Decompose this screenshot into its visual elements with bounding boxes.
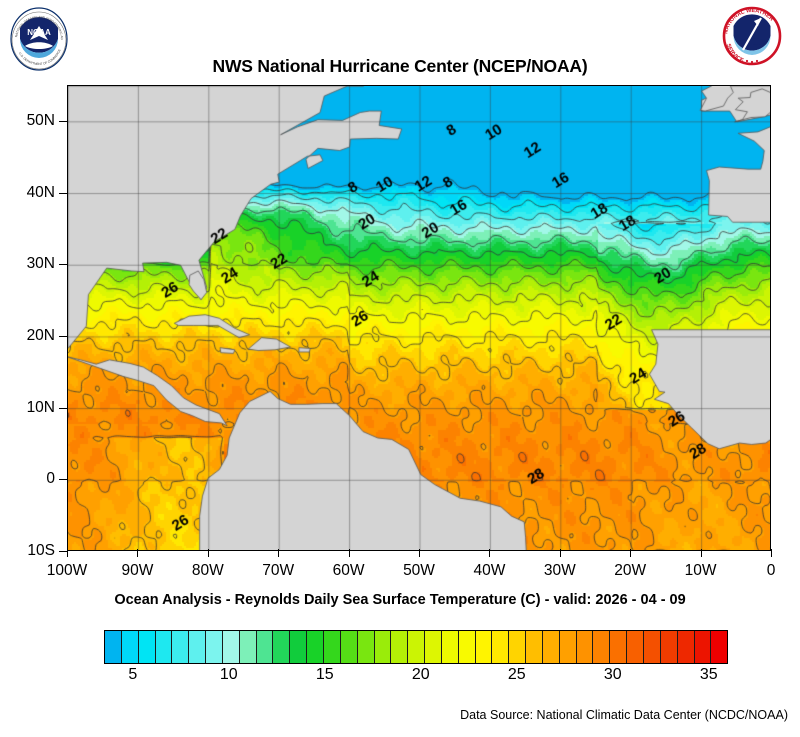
y-axis-tick <box>59 551 67 552</box>
colorbar-cell <box>576 631 594 663</box>
colorbar-cell <box>172 631 190 663</box>
x-axis-label: 70W <box>262 562 295 579</box>
colorbar-cell <box>138 631 156 663</box>
svg-text:NOAA: NOAA <box>27 28 51 37</box>
colorbar-cell <box>559 631 577 663</box>
colorbar-cell <box>542 631 560 663</box>
x-axis-tick <box>559 549 561 557</box>
colorbar-cell <box>694 631 712 663</box>
colorbar-cell <box>374 631 392 663</box>
colorbar-cell <box>290 631 308 663</box>
x-axis-tick <box>419 549 420 557</box>
colorbar-tick-label: 35 <box>699 666 718 683</box>
y-axis-tick <box>59 335 67 337</box>
colorbar-tick-label: 15 <box>315 666 334 683</box>
colorbar-tick-label: 25 <box>507 666 526 683</box>
x-axis-tick <box>630 549 632 557</box>
colorbar-tick-label: 20 <box>411 666 430 683</box>
colorbar-cell <box>340 631 358 663</box>
y-axis-label: 20N <box>26 326 55 344</box>
colorbar-cell <box>408 631 426 663</box>
x-axis-tick <box>348 549 350 557</box>
x-axis-label: 30W <box>543 562 576 579</box>
y-axis-tick <box>59 120 67 122</box>
x-axis-label: 90W <box>121 562 154 579</box>
colorbar-cell <box>711 631 728 663</box>
page-title: NWS National Hurricane Center (NCEP/NOAA… <box>212 56 588 76</box>
colorbar-cell <box>610 631 628 663</box>
sst-heatmap-canvas <box>68 86 770 550</box>
y-axis-label: 0 <box>46 470 55 488</box>
x-axis: 100W 90W 80W 70W 60W 50W 40W 30W 20W 10W 0 <box>0 549 800 580</box>
colorbar-cell <box>627 631 644 663</box>
colorbar-cell <box>391 631 409 663</box>
colorbar-tick-label: 30 <box>603 666 622 683</box>
colorbar-tick-label: 5 <box>128 666 138 683</box>
y-axis-label: 10N <box>26 398 55 416</box>
x-axis-tick <box>137 549 139 557</box>
colorbar-cell <box>458 631 476 663</box>
colorbar-cell <box>155 631 173 663</box>
colorbar <box>104 630 728 664</box>
colorbar-cell <box>526 631 543 663</box>
x-axis-label: 0 <box>766 562 776 579</box>
colorbar-cell <box>425 631 442 663</box>
y-axis-tick <box>59 479 67 481</box>
colorbar-cell <box>222 631 240 663</box>
y-axis-label: 30N <box>26 255 55 273</box>
colorbar-cell <box>357 631 375 663</box>
x-axis-label: 80W <box>191 562 224 579</box>
colorbar-cell <box>307 631 324 663</box>
y-axis-label: 50N <box>26 111 55 129</box>
colorbar-cell <box>492 631 510 663</box>
colorbar-cell <box>239 631 257 663</box>
y-axis: 10S 0 10N 20N 30N 40N 50N <box>0 85 67 559</box>
colorbar-cell <box>660 631 678 663</box>
nws-logo: NATIONAL WEATHER SERVICE <box>718 4 786 72</box>
y-axis-label: 10S <box>27 542 55 559</box>
y-axis-label: 40N <box>26 183 55 201</box>
map-subtitle: Ocean Analysis - Reynolds Daily Sea Surf… <box>114 592 686 608</box>
colorbar-cell <box>323 631 341 663</box>
y-axis-tick <box>59 407 67 409</box>
colorbar-cell <box>593 631 611 663</box>
y-axis-tick <box>59 264 67 266</box>
x-axis-tick <box>771 549 772 557</box>
colorbar-cell <box>644 631 661 663</box>
colorbar-cell <box>206 631 223 663</box>
colorbar-cell <box>475 631 493 663</box>
x-axis-tick <box>67 549 68 557</box>
x-axis-label: 50W <box>403 562 435 579</box>
colorbar-cell <box>273 631 291 663</box>
sst-map-plot <box>67 85 771 551</box>
x-axis-label: 100W <box>46 562 88 579</box>
y-axis-tick <box>59 192 67 194</box>
data-source-credit: Data Source: National Climatic Data Cent… <box>460 708 788 722</box>
colorbar-cell <box>677 631 695 663</box>
colorbar-cell <box>105 631 122 663</box>
x-axis-tick <box>700 549 702 557</box>
x-axis-label: 60W <box>332 562 365 579</box>
colorbar-gradient <box>104 630 728 664</box>
x-axis-label: 40W <box>473 562 506 579</box>
x-axis-tick <box>207 549 209 557</box>
colorbar-cell <box>189 631 207 663</box>
noaa-logo: NOAA NATIONAL OCEANIC AND ATMOSPHERIC AD… <box>7 3 70 72</box>
colorbar-tick-label: 10 <box>219 666 238 683</box>
colorbar-cell <box>256 631 274 663</box>
x-axis-tick <box>278 549 280 557</box>
colorbar-tick-labels: 5 10 15 20 25 30 35 <box>104 666 728 692</box>
colorbar-cell <box>121 631 139 663</box>
x-axis-label: 10W <box>684 562 717 579</box>
colorbar-cell <box>441 631 459 663</box>
x-axis-tick <box>489 549 491 557</box>
colorbar-cell <box>509 631 527 663</box>
x-axis-label: 20W <box>614 562 647 579</box>
